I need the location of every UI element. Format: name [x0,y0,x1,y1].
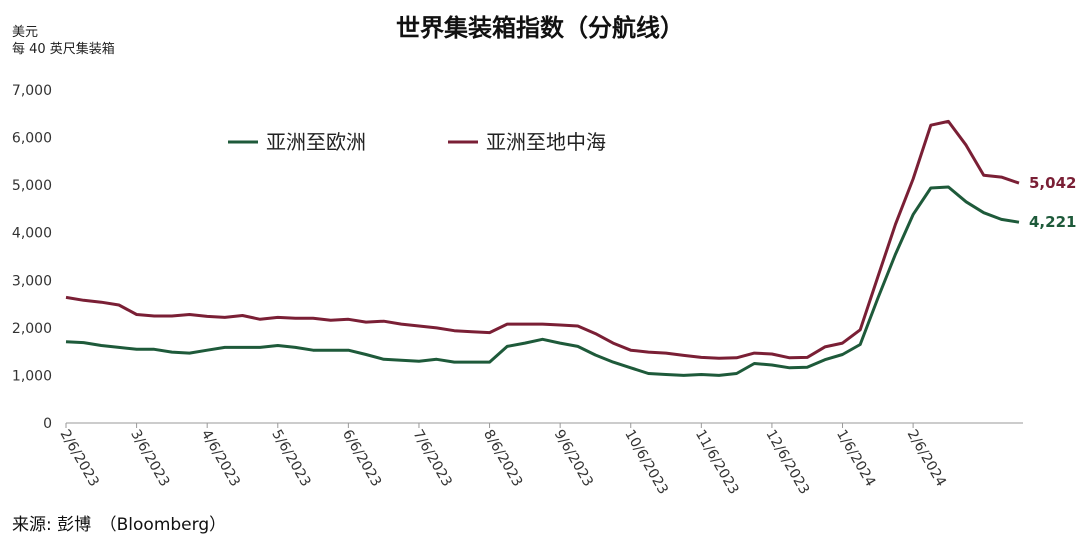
x-tick-label: 2/6/2024 [904,427,949,490]
y-tick-label: 7,000 [12,83,52,99]
series-line-0 [65,185,1020,377]
end-labels: 4,221 5,042 [1029,174,1076,231]
x-tick-label: 5/6/2023 [268,427,313,489]
y-tick-label: 4,000 [12,226,52,242]
legend: 亚洲至欧洲 亚洲至地中海 [228,130,606,154]
legend-label-mediterranean: 亚洲至地中海 [486,130,606,154]
legend-label-europe: 亚洲至欧洲 [266,130,366,154]
x-tick-label: 6/6/2023 [339,427,384,489]
source-note: 来源: 彭博 （Bloomberg） [12,515,226,535]
chart-title: 世界集装箱指数（分航线） [396,14,684,42]
x-tick-label: 4/6/2023 [198,427,243,489]
series-lines [65,119,1020,377]
y-tick-label: 3,000 [12,273,52,289]
y-tick-label: 2,000 [12,321,52,337]
y-tick-label: 1,000 [12,368,52,384]
end-label-1: 5,042 [1029,174,1076,192]
x-tick-label: 1/6/2024 [833,427,878,490]
series-line-1 [65,119,1020,360]
y-unit-line1: 美元 [12,25,38,40]
y-tick-label: 6,000 [12,131,52,147]
y-unit-line2: 每 40 英尺集装箱 [12,41,115,57]
y-tick-label: 5,000 [12,178,52,194]
y-tick-label: 0 [43,416,52,432]
x-tick-label: 7/6/2023 [409,427,454,489]
x-tick-label: 9/6/2023 [551,427,596,489]
x-tick-label: 10/6/2023 [621,427,671,497]
x-axis-ticks: 2/6/2023 3/6/2023 4/6/2023 5/6/2023 6/6/2023… [57,423,949,497]
x-tick-label: 3/6/2023 [127,427,172,489]
x-tick-label: 8/6/2023 [480,427,525,489]
x-tick-label: 11/6/2023 [692,427,742,497]
x-tick-label: 2/6/2023 [57,427,102,489]
end-label-0: 4,221 [1029,213,1076,231]
y-axis-ticks: 0 1,000 2,000 3,000 4,000 5,000 6,000 7,000 [12,83,52,432]
x-tick-label: 12/6/2023 [762,427,812,497]
